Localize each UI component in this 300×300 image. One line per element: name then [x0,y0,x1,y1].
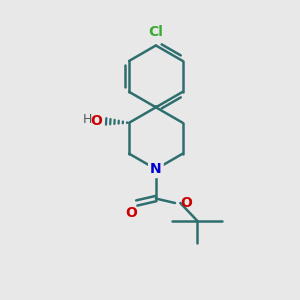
Polygon shape [153,106,159,107]
Text: O: O [125,206,137,220]
Text: O: O [180,196,192,210]
Text: H: H [82,113,92,126]
Text: O: O [90,114,102,128]
Text: N: N [150,162,162,176]
Text: Cl: Cl [148,25,163,39]
